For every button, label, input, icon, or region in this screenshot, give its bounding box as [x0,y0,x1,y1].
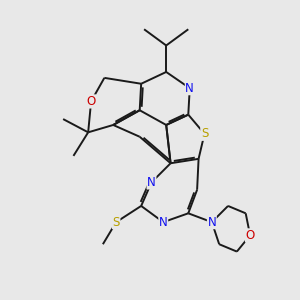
Text: N: N [208,216,216,229]
Text: O: O [245,229,255,242]
Text: N: N [185,82,194,95]
Text: S: S [112,216,120,229]
Text: S: S [201,127,208,140]
Text: N: N [159,216,168,229]
Text: O: O [86,95,96,108]
Text: N: N [147,176,156,189]
